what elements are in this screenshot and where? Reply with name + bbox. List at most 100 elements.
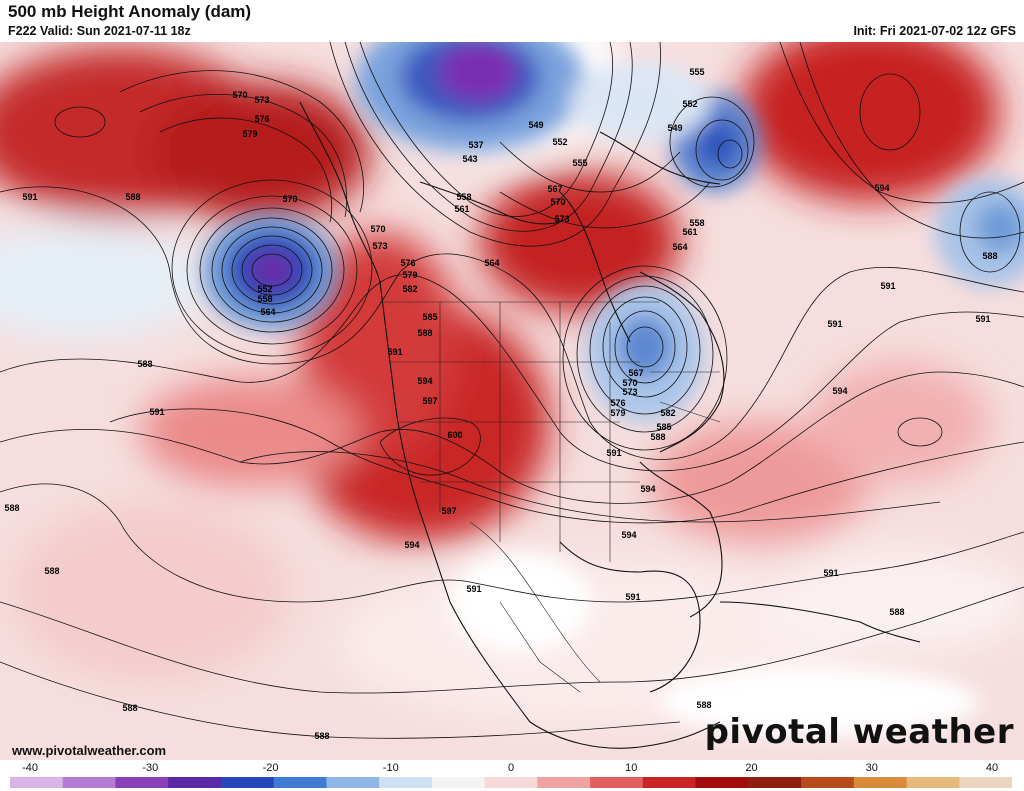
contour-label: 552 xyxy=(257,284,272,294)
contour-label: 549 xyxy=(667,123,682,133)
colorbar-swatch xyxy=(484,777,538,788)
contour-label: 576 xyxy=(254,114,269,124)
contour-label: 579 xyxy=(610,408,625,418)
contour-label: 537 xyxy=(468,140,483,150)
contour-label: 600 xyxy=(447,430,462,440)
contour-label: 591 xyxy=(387,347,402,357)
colorbar-tick-label: -40 xyxy=(22,762,38,774)
colorbar-swatch xyxy=(959,777,1012,788)
contour-label: 582 xyxy=(660,408,675,418)
colorbar-tick-label: 10 xyxy=(625,762,638,774)
contour-label: 588 xyxy=(122,703,137,713)
contour-label: 591 xyxy=(466,584,481,594)
contour-label: 588 xyxy=(889,607,904,617)
init-time: Init: Fri 2021-07-02 12z GFS xyxy=(853,24,1016,38)
contour-label: 573 xyxy=(372,241,387,251)
contour-label: 573 xyxy=(554,214,569,224)
contour-label: 573 xyxy=(254,95,269,105)
contour-label: 591 xyxy=(149,407,164,417)
contour-label: 588 xyxy=(417,328,432,338)
colorbar-swatch xyxy=(168,777,222,788)
contour-label: 588 xyxy=(4,503,19,513)
contour-label: 579 xyxy=(402,270,417,280)
contour-label: 570 xyxy=(232,90,247,100)
contour-label: 549 xyxy=(528,120,543,130)
contour-label: 594 xyxy=(417,376,432,386)
colorbar-tick-label: -20 xyxy=(262,762,279,774)
contour-label: 597 xyxy=(422,396,437,406)
contour-label: 570 xyxy=(370,224,385,234)
colorbar-swatch xyxy=(273,777,327,788)
contour-label: 591 xyxy=(22,192,37,202)
contour-label: 594 xyxy=(621,530,636,540)
contour-label: 570 xyxy=(622,378,637,388)
contour-label: 588 xyxy=(982,251,997,261)
contour-label: 594 xyxy=(832,386,847,396)
anomaly-shading xyxy=(0,42,1024,722)
colorbar-swatch xyxy=(326,777,380,788)
contour-label: 588 xyxy=(44,566,59,576)
contour-label: 570 xyxy=(550,197,565,207)
contour-label: 564 xyxy=(484,258,499,268)
contour-label: 591 xyxy=(975,314,990,324)
colorbar-tick-label: -30 xyxy=(142,762,159,774)
contour-label: 585 xyxy=(656,422,671,432)
contour-label: 594 xyxy=(874,183,889,193)
contour-label: 564 xyxy=(260,307,275,317)
map-title: 500 mb Height Anomaly (dam) xyxy=(8,2,252,21)
colorbar-swatch xyxy=(537,777,591,788)
negative-anomalies xyxy=(202,42,1024,737)
colorbar-swatch xyxy=(906,777,960,788)
colorbar-tick-label: 0 xyxy=(507,762,515,774)
contour-label: 558 xyxy=(456,192,471,202)
contour-label: 567 xyxy=(628,368,643,378)
contour-label: 552 xyxy=(682,99,697,109)
contour-label: 558 xyxy=(689,218,704,228)
contour-label: 576 xyxy=(400,258,415,268)
contour-label: 573 xyxy=(622,387,637,397)
state-borders xyxy=(380,301,721,693)
contour-label: 597 xyxy=(441,506,456,516)
contour-label: 588 xyxy=(314,731,329,741)
contour-label: 591 xyxy=(880,281,895,291)
colorbar-tick-label: 30 xyxy=(865,762,878,774)
colorbar-tick-label: 40 xyxy=(985,762,999,774)
colorbar-swatch xyxy=(695,777,749,788)
contour-label: 582 xyxy=(402,284,417,294)
contour-label: 591 xyxy=(827,319,842,329)
header-bar: 500 mb Height Anomaly (dam) F222 Valid: … xyxy=(0,0,1024,42)
contour-label: 564 xyxy=(672,242,687,252)
contour-label: 558 xyxy=(257,294,272,304)
colorbar-swatch xyxy=(115,777,169,788)
contour-label: 561 xyxy=(454,204,469,214)
contour-label: 567 xyxy=(547,184,562,194)
colorbar-swatch xyxy=(379,777,433,788)
colorbar-ticks: -40 -30 -20 -10 0 10 20 30 40 xyxy=(10,762,1012,776)
colorbar-swatch xyxy=(642,777,697,788)
colorbar xyxy=(10,777,1012,788)
colorbar-tick-label: 20 xyxy=(745,762,758,774)
colorbar-swatch xyxy=(62,777,116,788)
contour-label: 570 xyxy=(282,194,297,204)
colorbar-swatch xyxy=(431,777,486,788)
contour-label: 591 xyxy=(606,448,621,458)
contour-label: 588 xyxy=(125,192,140,202)
colorbar-swatch xyxy=(10,777,64,788)
colorbar-tick-label: -10 xyxy=(382,762,399,774)
contour-label: 588 xyxy=(696,700,711,710)
colorbar-swatch xyxy=(220,777,275,788)
colorbar-swatch xyxy=(748,777,802,788)
contour-label: 543 xyxy=(462,154,477,164)
weather-map[interactable]: 591 588 570 573 576 579 570 552 558 564 570 573 576 5… xyxy=(0,42,1024,760)
colorbar-swatch xyxy=(853,777,908,788)
height-contours xyxy=(0,42,1024,739)
contour-label: 561 xyxy=(682,227,697,237)
website-link[interactable]: www.pivotalweather.com xyxy=(12,743,167,758)
valid-time: F222 Valid: Sun 2021-07-11 18z xyxy=(8,24,191,38)
contour-label: 594 xyxy=(404,540,419,550)
contour-label: 591 xyxy=(625,592,640,602)
contour-label: 588 xyxy=(650,432,665,442)
contour-label: 579 xyxy=(242,129,257,139)
